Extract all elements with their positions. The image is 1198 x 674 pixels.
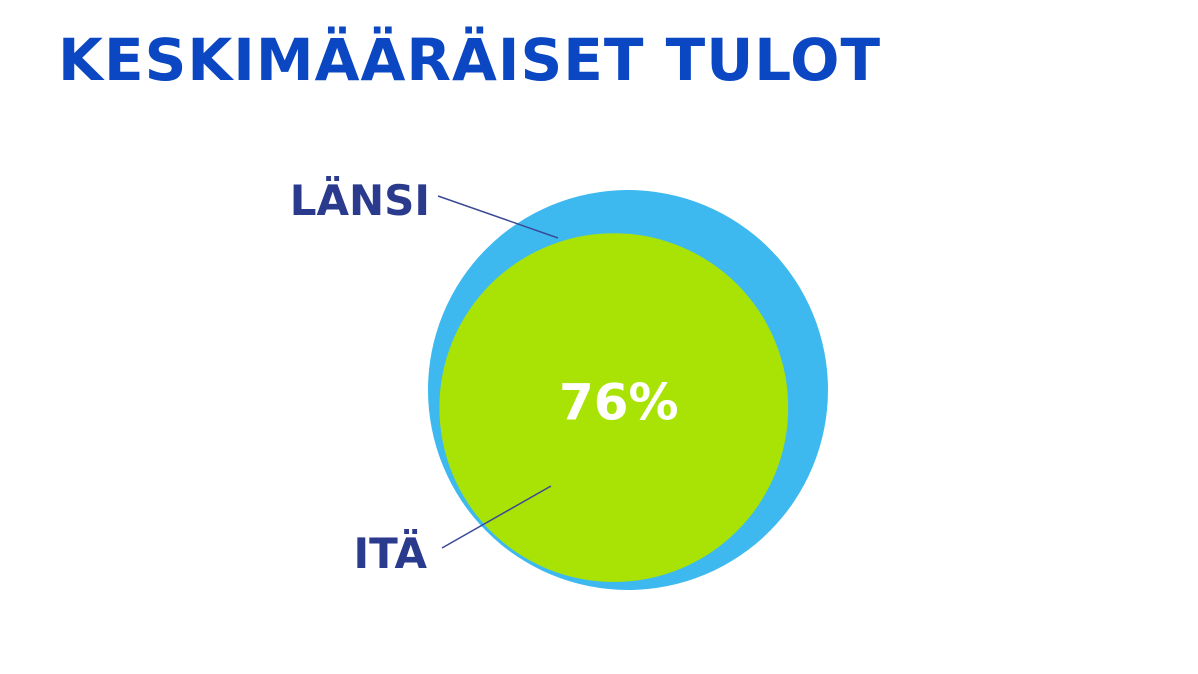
circle-ita xyxy=(439,233,789,582)
series-label-ita: ITÄ xyxy=(353,528,427,578)
chart-title: KESKIMÄÄRÄISET TULOT xyxy=(58,26,882,94)
leader-line-lansi xyxy=(437,195,559,239)
series-label-lansi: LÄNSI xyxy=(290,175,430,225)
leader-line-ita xyxy=(441,485,552,549)
data-label-percentage: 76% xyxy=(559,374,679,432)
